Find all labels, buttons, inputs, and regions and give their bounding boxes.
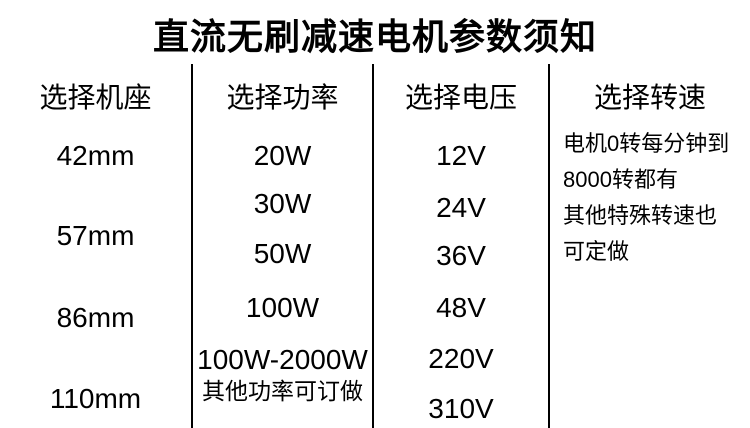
column-header-frame-size: 选择机座 (39, 82, 152, 113)
page-title: 直流无刷减速电机参数须知 (152, 16, 597, 57)
voltage-option: 48V (436, 292, 486, 323)
column-header-speed: 选择转速 (593, 82, 706, 113)
power-option-range: 100W-2000W (197, 344, 368, 375)
frame-size-option: 86mm (56, 302, 135, 333)
power-option: 20W (253, 140, 312, 171)
speed-note-line: 电机0转每分钟到 (563, 131, 730, 156)
power-option: 50W (253, 238, 312, 269)
speed-note-line: 其他特殊转速也 (563, 203, 718, 228)
voltage-option: 24V (436, 192, 486, 223)
column-divider-2 (372, 64, 374, 428)
power-custom-note: 其他功率可订做 (202, 378, 363, 404)
voltage-option: 310V (428, 393, 494, 424)
power-option: 100W (245, 292, 320, 323)
voltage-option: 12V (436, 140, 486, 171)
speed-note-line: 8000转都有 (563, 167, 678, 192)
frame-size-option: 110mm (49, 383, 142, 414)
power-option: 30W (253, 188, 312, 219)
column-divider-3 (548, 64, 550, 428)
voltage-option: 36V (436, 240, 486, 271)
voltage-option: 220V (428, 343, 494, 374)
column-divider-1 (191, 64, 193, 428)
frame-size-option: 57mm (56, 220, 135, 251)
column-header-power: 选择功率 (226, 82, 339, 113)
speed-note: 电机0转每分钟到 8000转都有 其他特殊转速也 可定做 (563, 126, 748, 270)
frame-size-option: 42mm (56, 140, 135, 171)
column-header-voltage: 选择电压 (404, 82, 517, 113)
speed-note-line: 可定做 (563, 239, 630, 264)
